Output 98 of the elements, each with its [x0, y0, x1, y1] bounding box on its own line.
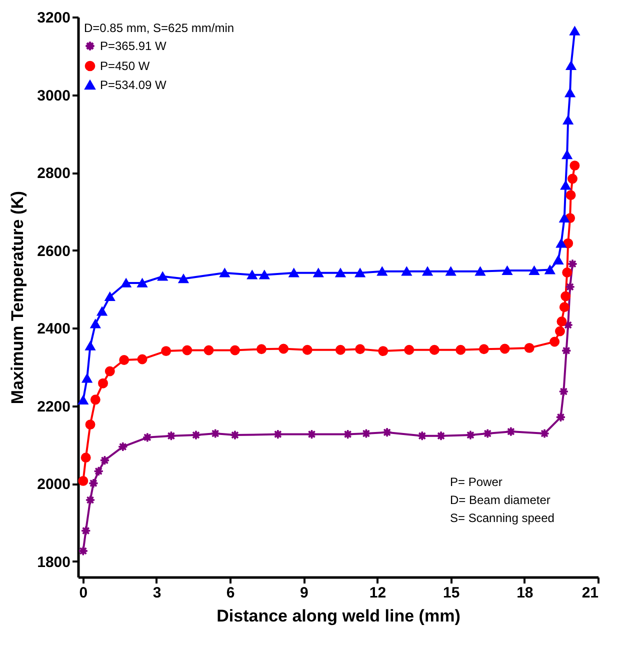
point: [335, 344, 346, 355]
point: [104, 292, 115, 302]
point: [97, 306, 108, 316]
point: [562, 268, 572, 278]
point: [570, 26, 580, 36]
x-tick-label: 12: [369, 584, 386, 602]
point: [230, 345, 240, 356]
point: [568, 258, 578, 269]
point: [553, 256, 564, 264]
point: [278, 344, 289, 354]
point: [158, 272, 168, 281]
point: [104, 366, 115, 376]
point: [137, 278, 148, 288]
point: [355, 268, 366, 278]
point: [402, 266, 412, 276]
x-tick-label: 18: [516, 584, 534, 602]
point: [82, 374, 92, 383]
point: [570, 160, 580, 171]
point: [465, 430, 476, 440]
legend-label: P=365.91 W: [100, 39, 168, 53]
point: [121, 278, 132, 288]
point: [85, 420, 96, 430]
point: [335, 268, 346, 278]
point: [98, 378, 108, 388]
point: [78, 476, 88, 486]
y-tick-label: 2200: [37, 398, 70, 416]
point: [559, 214, 570, 222]
point: [404, 344, 414, 355]
point: [544, 265, 555, 274]
y-tick-label: 2400: [37, 320, 70, 338]
y-tick-label: 3200: [37, 10, 70, 26]
point: [559, 302, 570, 312]
point: [288, 268, 299, 278]
point: [90, 319, 100, 328]
x-tick-label: 3: [152, 584, 162, 602]
y-tick-label: 2600: [37, 242, 70, 260]
legend-title: D=0.85 mm, S=625 mm/min: [84, 21, 234, 35]
y-tick-label: 1800: [37, 554, 70, 571]
point: [475, 266, 486, 276]
point: [568, 174, 578, 184]
point: [80, 452, 91, 463]
point: [247, 270, 258, 280]
point: [182, 345, 192, 356]
point: [178, 274, 188, 284]
point: [562, 150, 572, 160]
point: [456, 344, 466, 355]
point: [550, 336, 560, 347]
point: [377, 266, 388, 276]
point: [524, 342, 534, 353]
point: [302, 344, 312, 355]
point: [137, 354, 148, 364]
x-tick-label: 6: [226, 584, 235, 602]
point: [446, 266, 456, 276]
legend-label: P=534.09 W: [100, 78, 168, 92]
point: [220, 268, 230, 278]
point: [230, 430, 240, 440]
point: [204, 345, 214, 356]
annotation: P= Power: [450, 475, 502, 489]
point: [556, 316, 567, 326]
x-axis-title: Distance along weld line (mm): [216, 606, 460, 626]
point: [259, 270, 270, 280]
point: [563, 116, 574, 124]
annotation: D= Beam diameter: [450, 493, 550, 507]
point: [161, 346, 172, 356]
point: [566, 190, 576, 200]
point: [478, 344, 489, 354]
y-tick-label: 2800: [37, 165, 70, 182]
point: [540, 428, 550, 438]
point: [313, 268, 324, 278]
point: [256, 344, 266, 354]
x-tick-label: 21: [582, 584, 598, 602]
point: [191, 430, 201, 440]
point: [555, 326, 565, 336]
point: [90, 394, 100, 405]
point: [502, 266, 512, 275]
point: [85, 342, 96, 350]
point: [422, 266, 433, 276]
point: [529, 266, 540, 275]
point: [566, 61, 576, 70]
point: [563, 238, 574, 248]
y-axis-title: Maximum Temperature (K): [8, 190, 28, 404]
point: [500, 344, 510, 354]
point: [560, 291, 571, 302]
point: [556, 238, 566, 248]
point: [378, 346, 388, 356]
y-tick-label: 2000: [37, 476, 70, 494]
point: [119, 355, 130, 365]
x-tick-label: 0: [79, 584, 88, 602]
x-tick-label: 15: [442, 584, 460, 602]
point: [355, 344, 366, 354]
x-tick-label: 9: [300, 584, 308, 602]
annotation: S= Scanning speed: [450, 511, 554, 525]
y-tick-label: 3000: [37, 87, 70, 104]
point: [78, 396, 88, 404]
point: [565, 88, 576, 98]
legend-label: P=450 W: [100, 59, 150, 73]
point: [560, 180, 571, 190]
point: [429, 344, 440, 355]
